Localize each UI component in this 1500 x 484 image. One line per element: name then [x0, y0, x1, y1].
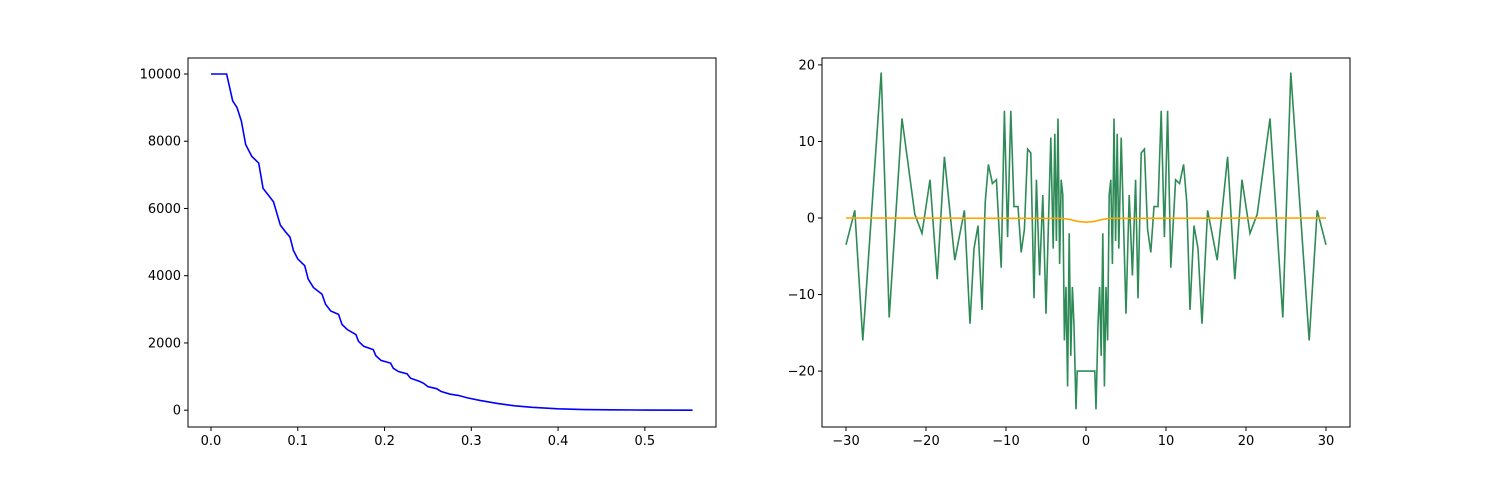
x-tick-label: 30 — [1318, 434, 1335, 449]
axes-frame — [821, 57, 1351, 428]
x-tick-label: 0.1 — [287, 434, 308, 449]
y-tick-label: 2000 — [148, 336, 181, 351]
x-tick-label: 0.4 — [548, 434, 569, 449]
y-tick-label: −10 — [788, 288, 815, 303]
axes-frame — [187, 57, 717, 428]
y-tick-label: −20 — [788, 365, 815, 380]
y-tick-label: 0 — [807, 212, 815, 227]
y-tick-label: 8000 — [148, 135, 181, 150]
y-tick-label: 0 — [173, 404, 181, 419]
x-tick-label: 0 — [1082, 434, 1090, 449]
y-tick-label: 10 — [798, 135, 815, 150]
y-tick-label: 20 — [798, 58, 815, 73]
x-tick-label: −20 — [912, 434, 939, 449]
data-line — [845, 217, 1327, 224]
y-tick-label: 4000 — [148, 269, 181, 284]
y-tick-label: 6000 — [148, 202, 181, 217]
x-tick-label: 10 — [1158, 434, 1175, 449]
x-tick-label: 0.2 — [374, 434, 395, 449]
x-tick-label: 0.0 — [201, 434, 222, 449]
x-tick-label: −10 — [992, 434, 1019, 449]
data-line — [210, 73, 693, 411]
x-tick-label: 0.5 — [635, 434, 656, 449]
x-tick-label: 20 — [1238, 434, 1255, 449]
x-tick-label: 0.3 — [461, 434, 482, 449]
x-tick-label: −30 — [832, 434, 859, 449]
data-line — [845, 72, 1327, 410]
y-tick-label: 10000 — [140, 68, 181, 83]
